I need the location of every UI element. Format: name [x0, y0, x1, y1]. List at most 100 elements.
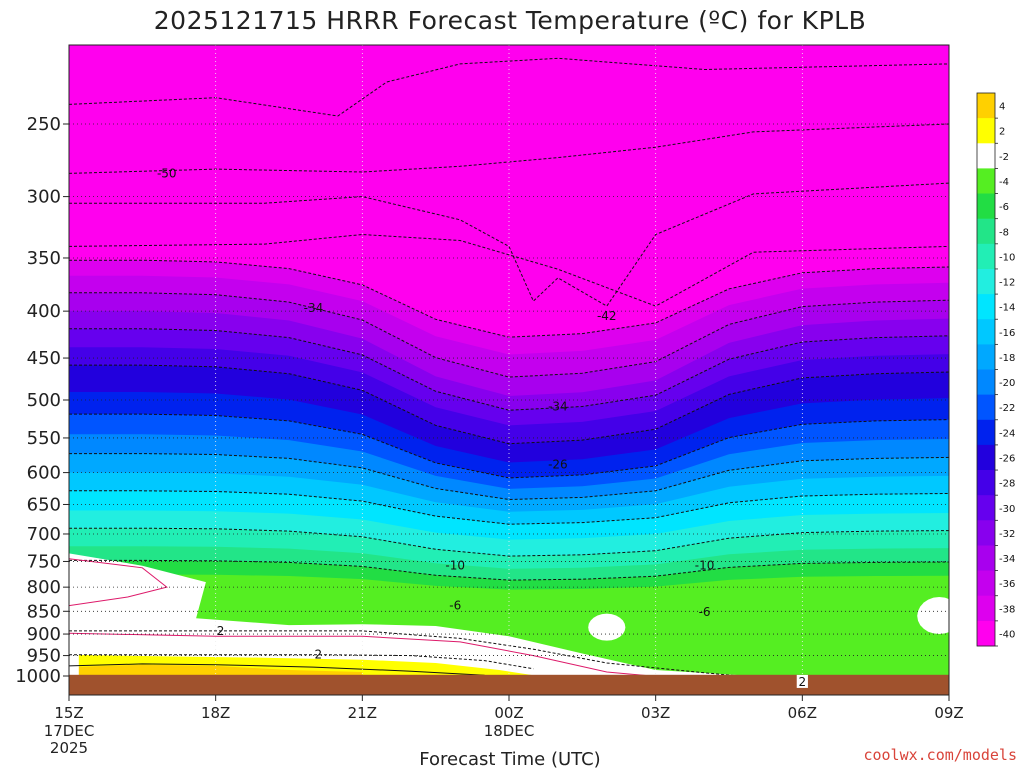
y-tick-label: 350	[27, 248, 61, 269]
colorbar-label: -34	[999, 554, 1015, 565]
contour-label: -34	[304, 301, 324, 315]
y-tick-label: 300	[27, 187, 61, 208]
contour-minus-46	[69, 182, 949, 307]
colorbar-swatch	[977, 470, 995, 496]
contour-minus-6	[69, 559, 949, 581]
plot-area	[69, 45, 949, 695]
contour-label: -34	[548, 399, 568, 413]
colorbar-label: -26	[999, 453, 1015, 464]
x-tick-label: 00Z	[494, 704, 523, 722]
colorbar-label: -30	[999, 504, 1015, 515]
ground-layer	[69, 674, 949, 695]
colorbar-label: -6	[999, 202, 1009, 213]
contour-label-bg	[796, 674, 808, 688]
colorbar-label: -14	[999, 303, 1015, 314]
x-axis-title: Forecast Time (UTC)	[419, 749, 600, 768]
colorbar-swatch	[977, 93, 995, 119]
contour-solid-4	[69, 663, 485, 676]
colorbar-label: -2	[999, 152, 1009, 163]
y-tick-label: 850	[27, 601, 61, 622]
contour-label: -6	[449, 599, 461, 613]
y-tick-label: 250	[27, 114, 61, 135]
y-tick-label: 750	[27, 551, 61, 572]
colorbar-swatch	[977, 193, 995, 219]
colorbar-label: -10	[999, 252, 1015, 263]
colorbar-label: -32	[999, 529, 1015, 540]
contour-label: 2	[315, 648, 323, 662]
colorbar-swatch	[977, 319, 995, 345]
contour-minus-10	[69, 527, 949, 557]
y-tick-label: 900	[27, 624, 61, 645]
contour-labels: -50 -34 -42 -34 -26 -10 -10 -6 -6 2 2 2	[157, 166, 808, 689]
contour-label: -10	[695, 559, 715, 573]
colorbar-swatch	[977, 620, 995, 647]
colorbar-swatch	[977, 595, 995, 622]
colorbar-label: -22	[999, 403, 1015, 414]
colorbar-label: 4	[999, 102, 1005, 113]
y-axis: 2503003504004505005506006507007508008509…	[15, 114, 69, 687]
colorbar-swatch	[977, 520, 995, 546]
colorbar-label: -28	[999, 479, 1015, 490]
contour-minus-14	[69, 490, 949, 525]
colorbar-swatch	[977, 269, 995, 295]
colorbar-swatch	[977, 419, 995, 446]
y-tick-label: 600	[27, 463, 61, 484]
colorbar-label: 2	[999, 127, 1005, 138]
colorbar-swatch	[977, 570, 995, 597]
contour-label: -26	[548, 458, 568, 472]
x-tick-label: 21Z	[348, 704, 377, 722]
colorbar-label: -20	[999, 378, 1015, 389]
x-tick-label: 03Z	[641, 704, 670, 722]
contour-2-left	[69, 630, 949, 683]
contour-minus-34	[69, 292, 949, 378]
contour-minus-42	[69, 233, 949, 307]
colorbar-swatch	[977, 218, 995, 245]
colorbar-label: -8	[999, 227, 1009, 238]
colorbar-swatch	[977, 394, 995, 421]
colorbar-swatch	[977, 118, 995, 144]
contour-label: -10	[445, 559, 465, 573]
colorbar-legend: 4 2 -2 -4 -6 -8 -10 -12 -14 -16 -18 -20 -22 -24 -26 -28…	[976, 92, 1015, 647]
colorbar-swatch	[977, 294, 995, 320]
contour-label: -50	[157, 166, 177, 180]
contour-2-right	[69, 654, 534, 670]
colorbar-swatch	[977, 545, 995, 571]
colorbar-swatch	[977, 168, 995, 194]
contour-zero-isotherm-lower	[69, 632, 695, 681]
colorbar-label: -12	[999, 278, 1015, 289]
colorbar-label: -24	[999, 428, 1015, 439]
colorbar-label: -18	[999, 353, 1015, 364]
x-tick-label: 15Z	[54, 704, 83, 722]
y-tick-label: 700	[27, 524, 61, 545]
contour-label: -42	[597, 309, 617, 323]
colorbar-swatch	[977, 369, 995, 395]
colorbar-label: -16	[999, 328, 1015, 339]
contour-label: -6	[699, 605, 711, 619]
y-tick-label: 950	[27, 646, 61, 667]
colorbar-label: -38	[999, 604, 1015, 615]
y-tick-label: 550	[27, 428, 61, 449]
colorbar-swatch	[977, 143, 995, 169]
x-tick-sublabel: 18DEC	[484, 722, 535, 740]
temperature-bands	[69, 260, 949, 695]
contour-label: 2	[799, 675, 807, 689]
y-tick-label: 650	[27, 494, 61, 515]
x-tick-label: 18Z	[201, 704, 230, 722]
colorbar-swatch	[977, 243, 995, 270]
x-tick-label: 09Z	[934, 704, 963, 722]
colorbar-label: -4	[999, 177, 1009, 188]
y-tick-label: 500	[27, 390, 61, 411]
y-tick-label: 1000	[15, 666, 61, 687]
credit-text: coolwx.com/models	[863, 746, 1017, 764]
x-tick-sublabel: 2025	[50, 739, 88, 757]
contour-minus-18	[69, 453, 949, 501]
colorbar-label: -36	[999, 579, 1015, 590]
colorbar-label: -40	[999, 629, 1015, 640]
colorbar-swatch	[977, 444, 995, 471]
pocket-warm-0900	[917, 597, 949, 634]
contour-zero-isotherm	[69, 558, 168, 607]
colorbar-swatch	[977, 344, 995, 370]
contour-minus-22	[69, 413, 949, 479]
